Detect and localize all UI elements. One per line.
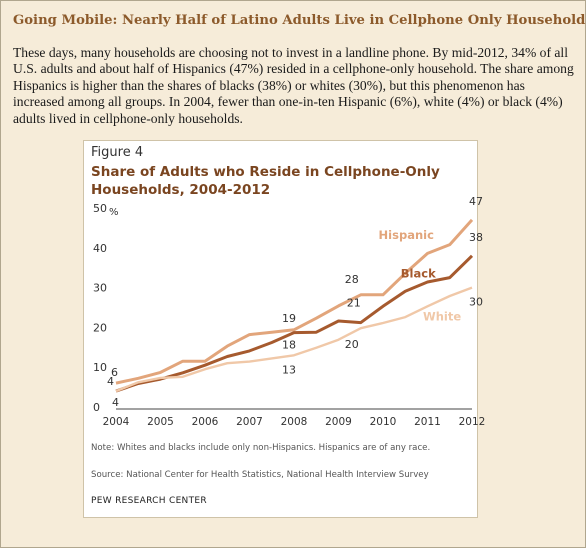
y-tick-label: 10 (93, 361, 107, 374)
x-tick-label: 2011 (414, 416, 441, 428)
x-tick-label: 2012 (459, 416, 486, 428)
x-tick-label: 2010 (370, 416, 397, 428)
x-tick-label: 2008 (281, 416, 308, 428)
figure-label: Figure 4 (91, 145, 144, 160)
series-name-label: Black (401, 266, 436, 280)
data-value-label: 19 (282, 312, 296, 325)
y-tick-label: 50 (93, 202, 107, 215)
data-value-label: 18 (282, 339, 296, 352)
chart-note: Note: Whites and blacks include only non… (91, 443, 431, 453)
series-name-label: White (423, 310, 461, 324)
x-tick-label: 2007 (236, 416, 263, 428)
y-unit-label: % (109, 207, 119, 218)
intro-paragraph: These days, many households are choosing… (13, 45, 574, 126)
y-tick-label: 20 (93, 321, 107, 334)
data-value-label: 21 (347, 297, 361, 310)
page-heading: Going Mobile: Nearly Half of Latino Adul… (13, 13, 586, 28)
figure-card (83, 140, 478, 518)
data-value-label: 28 (345, 273, 359, 286)
x-tick-label: 2006 (192, 416, 219, 428)
series-name-label: Hispanic (379, 228, 435, 242)
data-value-label: 13 (282, 363, 296, 376)
y-tick-label: 40 (93, 242, 107, 255)
data-value-label: 20 (345, 338, 359, 351)
organization-credit: PEW RESEARCH CENTER (91, 496, 207, 506)
series-line-white (115, 286, 473, 393)
chart-title: Share of Adults who Reside in Cellphone-… (91, 164, 440, 198)
data-value-label: 6 (111, 366, 118, 379)
x-tick-label: 2009 (325, 416, 352, 428)
y-tick-label: 0 (93, 401, 100, 414)
data-value-label: 4 (112, 396, 119, 409)
chart-source: Source: National Center for Health Stati… (91, 470, 429, 480)
data-value-label: 47 (469, 195, 483, 208)
x-tick-label: 2004 (103, 416, 130, 428)
data-value-label: 38 (469, 231, 483, 244)
series-line-hispanic (115, 218, 474, 385)
data-value-label: 30 (469, 296, 483, 309)
y-tick-label: 30 (93, 282, 107, 295)
x-tick-label: 2005 (147, 416, 174, 428)
series-line-black (115, 254, 474, 393)
data-value-label: 4 (107, 375, 114, 388)
